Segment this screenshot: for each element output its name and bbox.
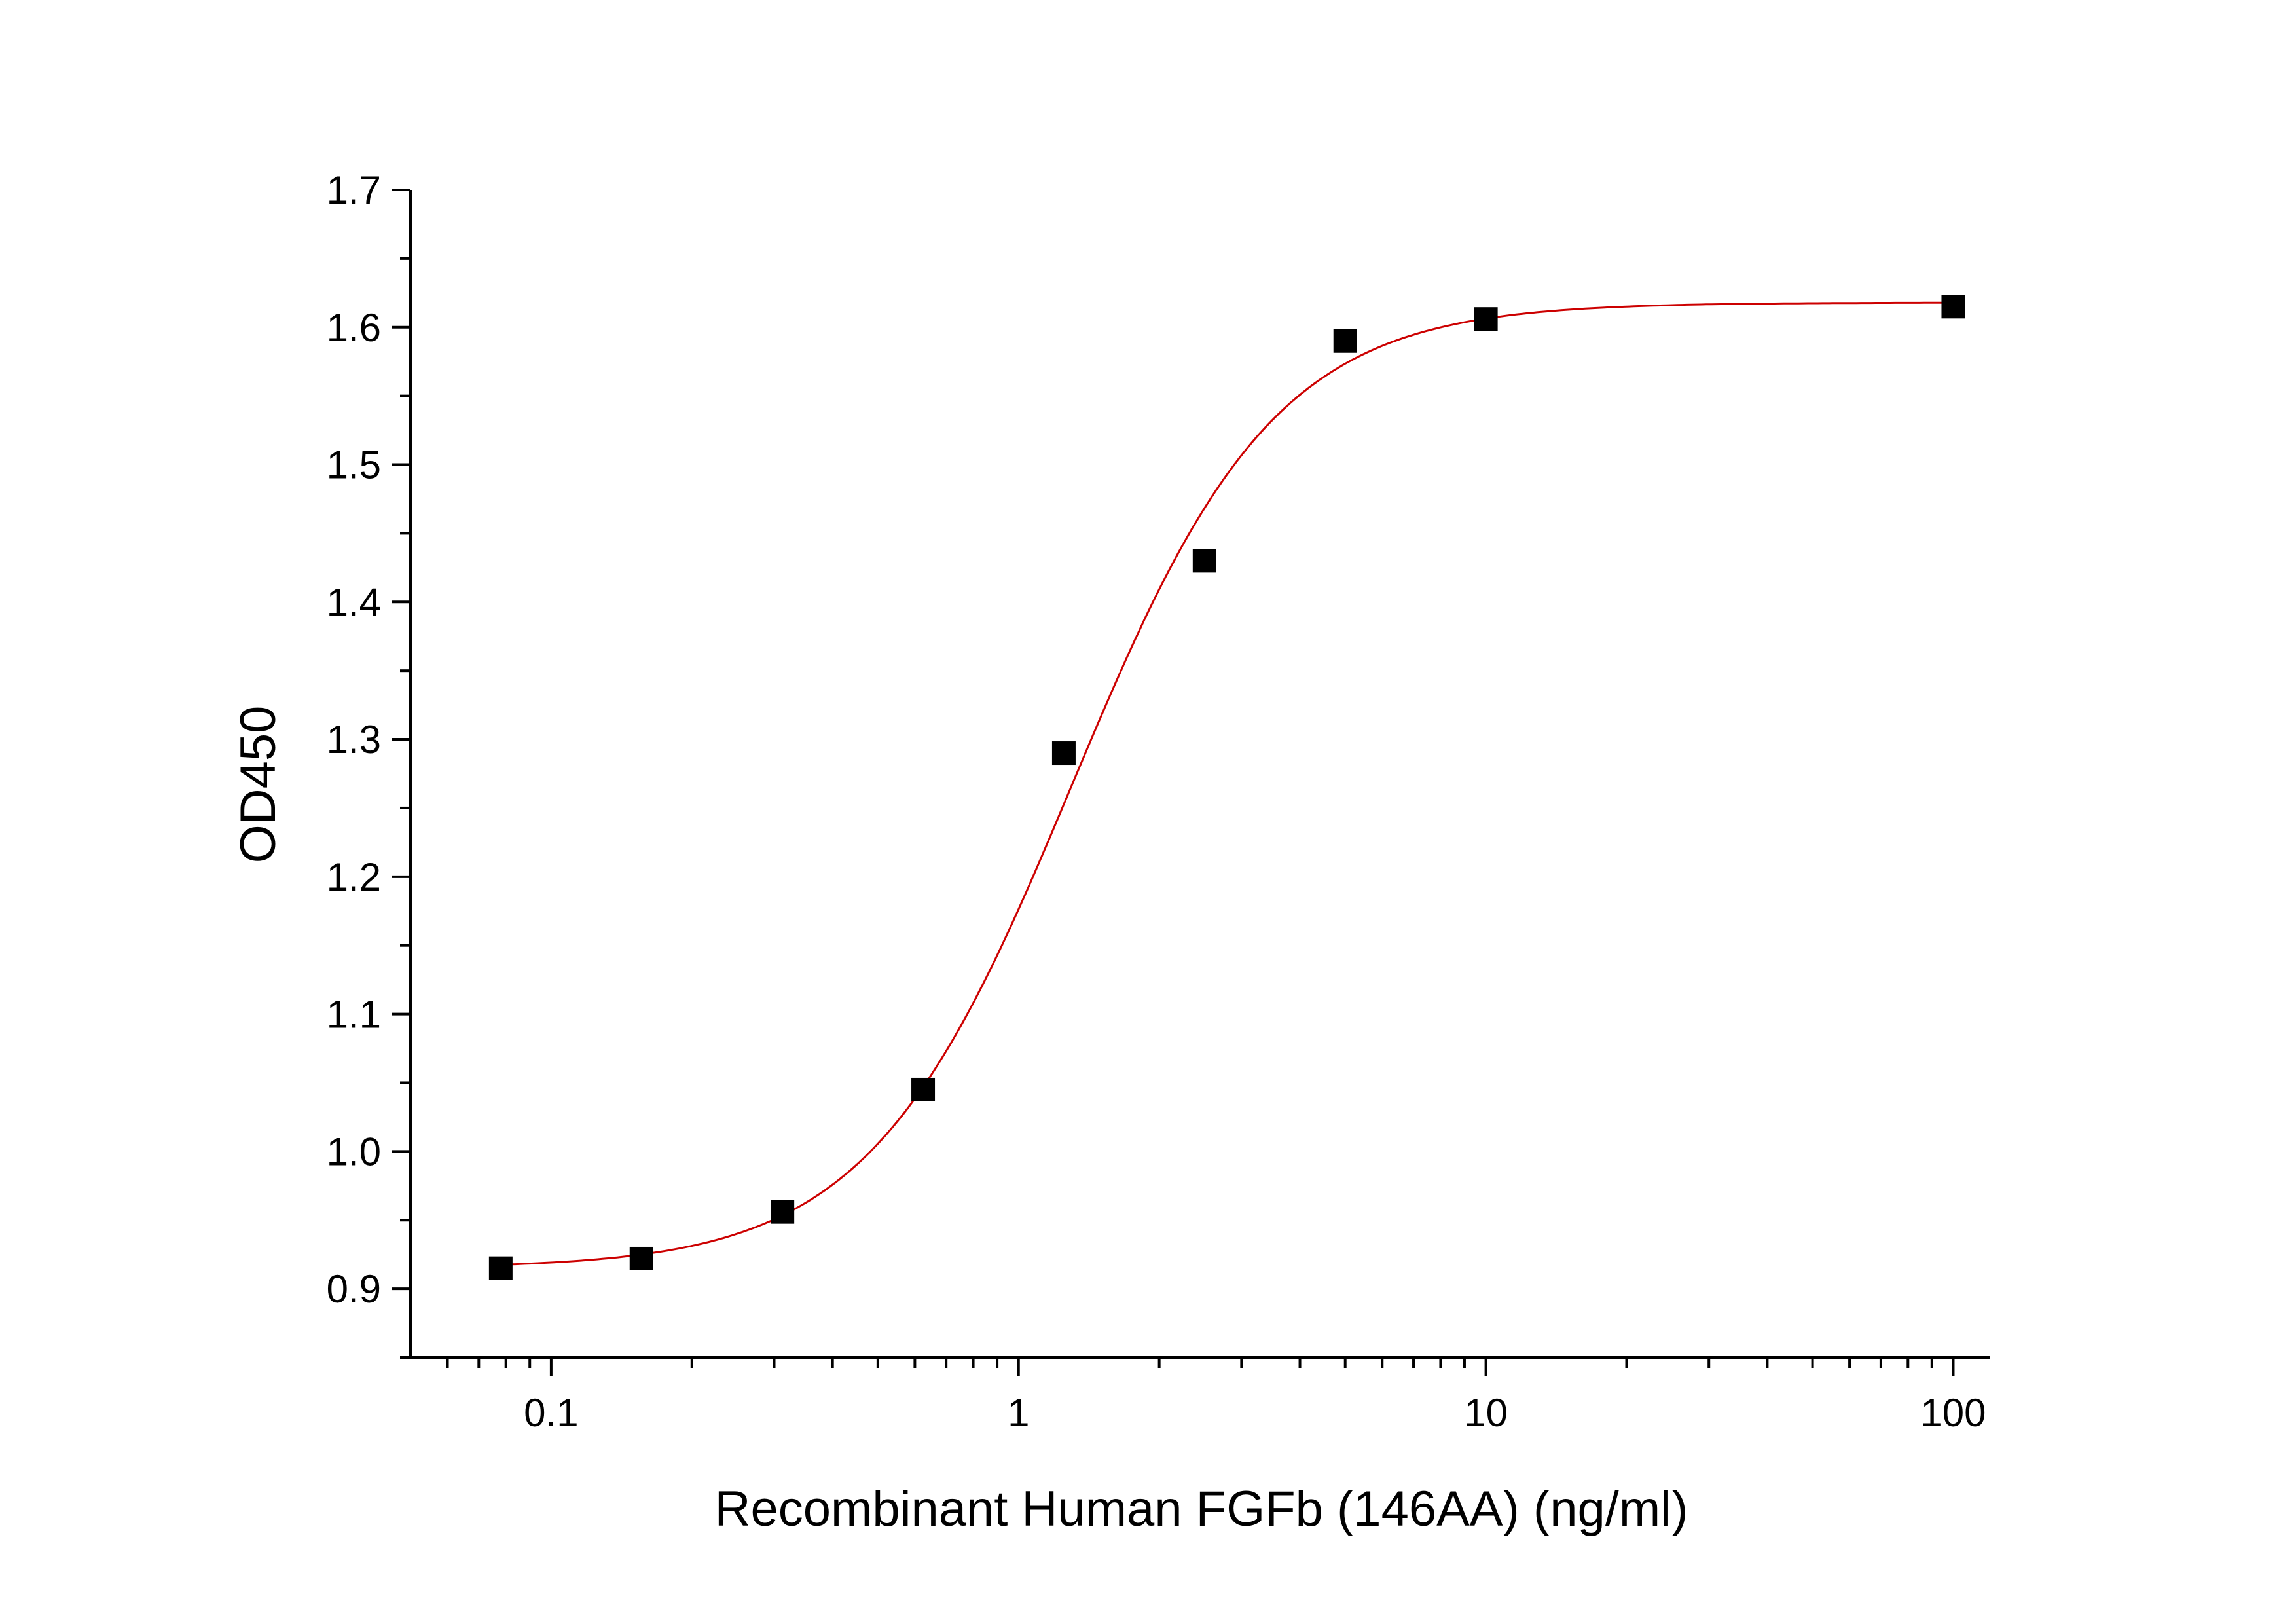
data-point (1192, 549, 1216, 573)
y-tick-label: 1.6 (327, 306, 381, 350)
x-tick-label: 0.1 (524, 1391, 578, 1435)
data-point (488, 1256, 513, 1280)
y-tick-label: 1.1 (327, 993, 381, 1037)
y-tick-label: 1.4 (327, 580, 381, 624)
data-points (488, 295, 1965, 1280)
data-point (1333, 329, 1357, 353)
fit-curve (500, 301, 1954, 1266)
x-tick-label: 100 (1920, 1391, 1986, 1435)
x-tick-label: 1 (1008, 1391, 1029, 1435)
axes: 0.9 1.0 1.1 1.2 1.3 1.4 1.5 1.6 1.7 0.1 1 10 100 (327, 168, 1990, 1435)
y-axis-title: OD450 (230, 706, 286, 864)
data-point (771, 1200, 795, 1224)
y-tick-label: 1.3 (327, 718, 381, 762)
x-axis-title: Recombinant Human FGFb (146AA) (ng/ml) (715, 1481, 1688, 1537)
y-tick-label: 1.2 (327, 855, 381, 899)
y-tick-label: 1.7 (327, 168, 381, 212)
data-point (1474, 307, 1498, 331)
y-tick-label: 1.5 (327, 443, 381, 487)
x-tick-label: 10 (1464, 1391, 1508, 1435)
data-point (1051, 741, 1076, 766)
data-point (911, 1077, 936, 1101)
data-point (1941, 295, 1965, 319)
data-point (629, 1246, 653, 1270)
y-tick-label: 1.0 (327, 1130, 381, 1173)
y-tick-label: 0.9 (327, 1267, 381, 1311)
